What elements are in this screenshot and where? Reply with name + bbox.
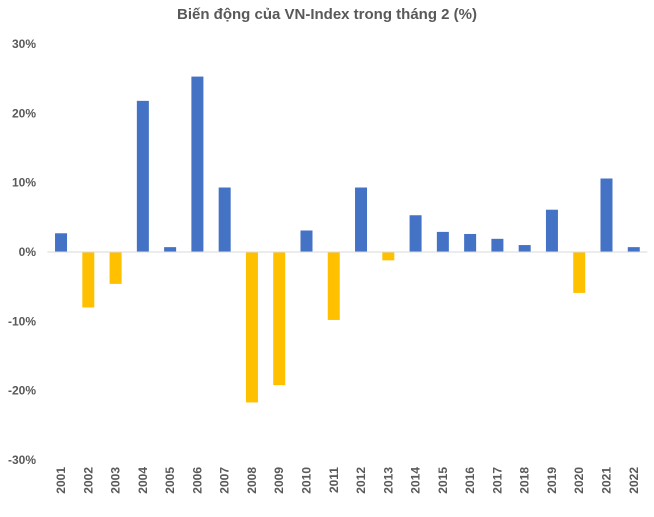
bar-2003 (109, 252, 122, 284)
bar-2004 (136, 100, 149, 252)
bar-2007 (218, 187, 231, 252)
x-tick-label: 2005 (163, 467, 177, 494)
x-tick-label: 2015 (436, 467, 450, 494)
x-tick-label: 2019 (545, 467, 559, 494)
bar-2014 (409, 215, 422, 252)
x-tick-label: 2022 (627, 467, 641, 494)
x-tick-label: 2011 (327, 467, 341, 493)
x-tick-label: 2009 (272, 467, 286, 494)
bar-2013 (382, 252, 395, 261)
bar-2009 (273, 252, 286, 386)
x-tick-label: 2004 (136, 467, 150, 494)
y-tick-label: 0% (19, 245, 37, 259)
x-tick-label: 2008 (245, 467, 259, 494)
x-tick-label: 2001 (54, 467, 68, 494)
bar-2002 (82, 252, 95, 308)
x-tick-label: 2010 (299, 467, 313, 494)
x-tick-label: 2018 (518, 467, 532, 494)
bar-2019 (545, 209, 558, 252)
y-tick-label: 20% (12, 106, 36, 120)
y-tick-label: -10% (8, 314, 36, 328)
bar-2001 (55, 233, 68, 252)
bar-2018 (518, 245, 531, 252)
bar-2020 (573, 252, 586, 293)
x-tick-label: 2014 (409, 467, 423, 494)
x-tick-label: 2006 (190, 467, 204, 494)
x-tick-label: 2013 (381, 467, 395, 494)
x-tick-label: 2007 (218, 467, 232, 494)
chart-title: Biến động của VN-Index trong tháng 2 (%) (177, 6, 477, 23)
y-tick-label: -20% (8, 384, 36, 398)
x-tick-label: 2003 (109, 467, 123, 494)
bar-2015 (436, 231, 449, 252)
x-tick-label: 2012 (354, 467, 368, 494)
bar-2022 (627, 247, 640, 252)
bar-2016 (464, 233, 477, 252)
y-tick-label: -30% (8, 453, 36, 467)
bar-2010 (300, 230, 313, 252)
x-tick-label: 2021 (599, 467, 613, 494)
bar-2005 (164, 247, 177, 252)
x-tick-label: 2016 (463, 467, 477, 494)
bar-2006 (191, 76, 204, 252)
x-tick-label: 2002 (81, 467, 95, 494)
bar-2011 (327, 252, 340, 320)
x-tick-label: 2020 (572, 467, 586, 494)
bar-2017 (491, 238, 504, 252)
bar-2021 (600, 178, 613, 252)
bar-2012 (355, 187, 368, 252)
bar-2008 (245, 252, 258, 403)
x-tick-label: 2017 (490, 467, 504, 494)
y-tick-label: 10% (12, 176, 36, 190)
y-tick-label: 30% (12, 37, 36, 51)
